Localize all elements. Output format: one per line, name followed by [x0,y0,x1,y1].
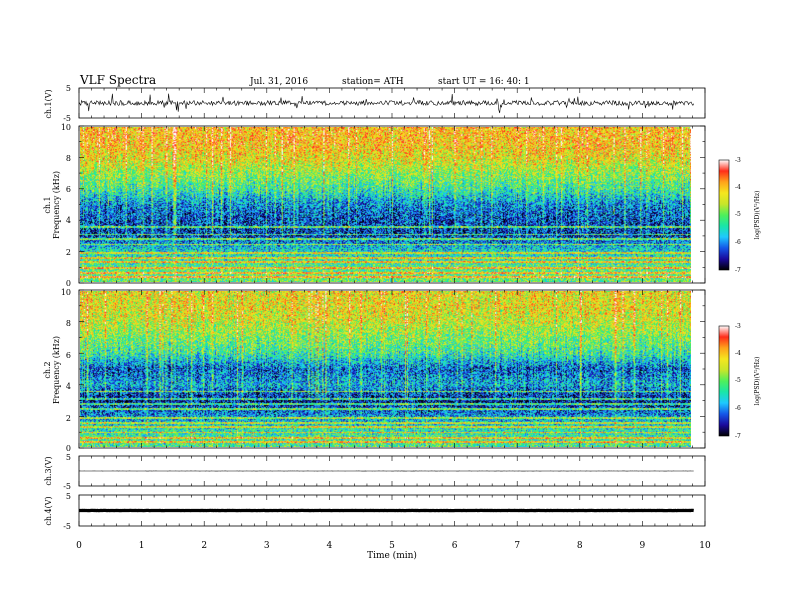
axis-ticks [78,88,706,526]
ch1-spec-ytick: 8 [66,154,71,163]
ch2-spectrogram-image [80,291,691,447]
ch3-ytick-bottom: -5 [63,482,71,491]
ch1-ytick-bottom: -5 [63,114,71,123]
xtick-label: 5 [389,541,395,551]
ch1-spec-ytick: 2 [66,248,71,257]
colorbar-tick-label: -7 [735,433,741,440]
colorbar-tick-label: -6 [735,239,741,246]
ch2-spec-ytick: 8 [66,319,71,328]
ch3-wave-ylabel: ch.3(V) [44,456,53,485]
ch2-spec-ylabel-frequency: Frequency (kHz) [52,336,61,404]
ch4-ytick-top: 5 [66,492,71,501]
ch1-ytick-top: 5 [66,84,71,93]
ch2-spec-ytick: 10 [61,288,71,297]
colorbar-tick-label: -6 [735,405,741,412]
ch1-spec-ytick: 4 [66,216,71,225]
xtick-label: 0 [76,541,82,551]
x-axis-label: Time (min) [367,550,417,561]
ch1-spec-ytick: 0 [66,279,71,288]
ch2-spec-ylabel-channel: ch.2 [43,361,52,378]
xtick-label: 4 [327,541,333,551]
xtick-label: 3 [264,541,270,551]
colorbar-tick-label: -4 [735,184,741,191]
ch1-colorbar [718,159,730,271]
ch4-wave-ylabel: ch.4(V) [44,496,53,525]
colorbar-tick-label: -5 [735,377,741,384]
xtick-label: 1 [139,541,145,551]
ch2-spec-ytick: 4 [66,382,71,391]
ch1-spec-ytick: 10 [61,123,71,132]
colorbar-tick-label: -4 [735,350,741,357]
ch2-colorbar-ticks: -3 -4 -5 -6 -7 [735,323,741,440]
ch1-spec-ylabel-frequency: Frequency (kHz) [52,171,61,239]
colorbar-tick-label: -3 [735,157,741,164]
start-time-label: start UT = 16: 40: 1 [438,77,530,87]
ch1-spec-ylabel-channel: ch.1 [43,196,52,213]
date-label: Jul. 31, 2016 [249,77,308,87]
colorbar-tick-label: -5 [735,211,741,218]
figure-title: VLF Spectra [79,73,156,87]
ch1-colorbar-ticks: -3 -4 -5 -6 -7 [735,157,741,274]
xtick-label: 6 [452,541,458,551]
xtick-label: 8 [577,541,583,551]
colorbar-tick-label: -7 [735,267,741,274]
xtick-label: 10 [699,541,711,551]
ch1-waveform-trace [78,93,694,114]
ch1-wave-ylabel: ch.1(V) [44,89,53,118]
ch2-spec-ytick: 0 [66,444,71,453]
ch2-colorbar [718,325,730,437]
ch1-colorbar-label: log(PSD)(V²/Hz) [754,191,761,240]
ch2-colorbar-label: log(PSD)(V²/Hz) [754,357,761,406]
colorbar-tick-label: -3 [735,323,741,330]
ch4-ytick-bottom: -5 [63,522,71,531]
ch3-ytick-top: 5 [66,453,71,462]
ch1-spectrogram-image [80,127,691,282]
ch2-spec-ytick: 2 [66,414,71,423]
ch1-spec-ytick: 6 [66,185,71,194]
ch2-spec-ytick: 6 [66,351,71,360]
xtick-label: 9 [640,541,646,551]
xtick-label: 2 [201,541,207,551]
xtick-label: 7 [514,541,520,551]
station-label: station= ATH [342,77,404,87]
